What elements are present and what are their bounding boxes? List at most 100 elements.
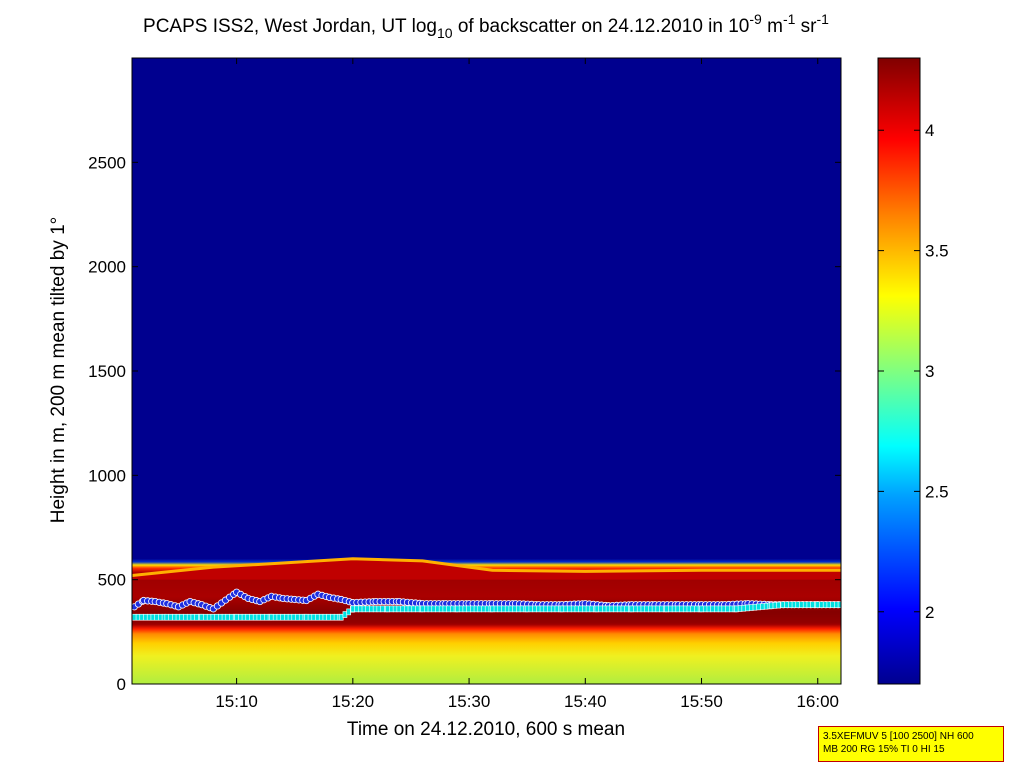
series-marker: [264, 613, 269, 621]
series-marker: [554, 605, 560, 613]
series-marker: [291, 613, 297, 621]
series-marker: [234, 613, 239, 621]
series-marker: [741, 604, 747, 612]
series-marker: [256, 613, 262, 621]
series-marker: [659, 605, 664, 613]
info-box: 3.5XEFMUV 5 [100 2500] NH 600 MB 200 RG …: [818, 726, 1004, 762]
series-marker: [164, 613, 170, 621]
series-marker: [295, 613, 300, 621]
series-marker: [365, 605, 371, 613]
series-marker: [411, 605, 417, 613]
series-marker: [508, 605, 514, 613]
series-marker: [547, 605, 552, 613]
series-marker: [725, 605, 730, 613]
series-marker: [225, 613, 231, 621]
series-marker: [241, 613, 247, 621]
series-marker: [644, 605, 649, 613]
series-marker: [493, 605, 499, 613]
series-marker: [396, 605, 402, 613]
series-marker: [497, 605, 503, 613]
series-marker: [450, 605, 455, 613]
series-marker: [260, 613, 265, 621]
series-marker: [269, 613, 274, 621]
series-marker: [717, 605, 723, 613]
series-marker: [221, 613, 227, 621]
series-marker: [423, 605, 429, 613]
y-tick-label: 2000: [88, 258, 126, 277]
x-axis: 15:10 15:20 15:30 15:40 15:50 16:00: [215, 58, 839, 711]
series-marker: [210, 613, 216, 621]
series-marker: [318, 613, 324, 621]
series-marker: [252, 613, 258, 621]
series-marker: [458, 605, 464, 613]
series-marker: [150, 613, 156, 621]
series-marker: [624, 605, 629, 613]
series-layer: [132, 588, 841, 621]
series-marker: [728, 605, 734, 613]
series-marker: [357, 605, 363, 613]
info-line-1: 3.5XEFMUV 5 [100 2500] NH 600: [823, 731, 974, 742]
series-marker: [385, 605, 391, 613]
series-marker: [671, 605, 677, 613]
series-marker: [183, 613, 188, 621]
series-marker: [311, 613, 317, 621]
series-marker: [276, 613, 282, 621]
colorbar-tick-label: 2.5: [925, 482, 949, 501]
colorbar-tick-label: 4: [925, 121, 934, 140]
series-marker: [721, 605, 727, 613]
series-marker: [470, 605, 475, 613]
aerosol-layer-top: [132, 558, 841, 580]
series-marker: [791, 601, 797, 609]
series-marker: [287, 613, 293, 621]
series-marker: [333, 613, 339, 621]
series-marker: [706, 605, 712, 613]
series-marker: [806, 601, 812, 609]
series-marker: [199, 613, 205, 621]
series-marker: [699, 605, 704, 613]
series-marker: [238, 613, 243, 621]
series-marker: [415, 605, 420, 613]
series-marker: [567, 605, 572, 613]
series-marker: [830, 601, 835, 609]
series-marker: [438, 605, 444, 613]
series-marker: [602, 605, 607, 613]
series-marker: [763, 602, 769, 610]
series-marker: [484, 605, 490, 613]
chart-title: PCAPS ISS2, West Jordan, UT log10 of bac…: [143, 11, 829, 41]
series-marker: [307, 613, 313, 621]
series-marker: [179, 613, 185, 621]
series-marker: [466, 605, 471, 613]
series-marker: [574, 605, 580, 613]
series-marker: [473, 605, 479, 613]
series-marker: [651, 605, 657, 613]
plot-area: [131, 57, 842, 685]
series-marker: [815, 601, 821, 609]
colorbar: 2 2.5 3 3.5 4: [877, 57, 949, 685]
series-marker: [132, 613, 137, 621]
series-marker: [389, 605, 394, 613]
series-marker: [620, 605, 626, 613]
series-marker: [361, 605, 367, 613]
series-marker: [594, 605, 600, 613]
series-marker: [346, 608, 351, 616]
series-marker: [315, 613, 320, 621]
series-marker: [826, 601, 832, 609]
colorbar-tick-label: 2: [925, 603, 934, 622]
series-marker: [539, 605, 545, 613]
series-marker: [135, 613, 141, 621]
y-axis-label: Height in m, 200 m mean tilted by 1°: [48, 217, 69, 523]
series-marker: [819, 601, 824, 609]
series-marker: [532, 605, 537, 613]
series-marker: [194, 613, 199, 621]
series-marker: [245, 613, 251, 621]
series-marker: [664, 605, 669, 613]
series-marker: [172, 613, 177, 621]
series-marker: [788, 601, 793, 609]
series-marker: [799, 601, 804, 609]
series-marker: [298, 613, 304, 621]
series-marker: [690, 605, 695, 613]
x-axis-label: Time on 24.12.2010, 600 s mean: [347, 719, 625, 740]
series-marker: [655, 605, 661, 613]
svg-text:PCAPS ISS2, West Jordan, UT lo: PCAPS ISS2, West Jordan, UT log10 of bac…: [143, 11, 829, 41]
series-marker: [524, 605, 530, 613]
